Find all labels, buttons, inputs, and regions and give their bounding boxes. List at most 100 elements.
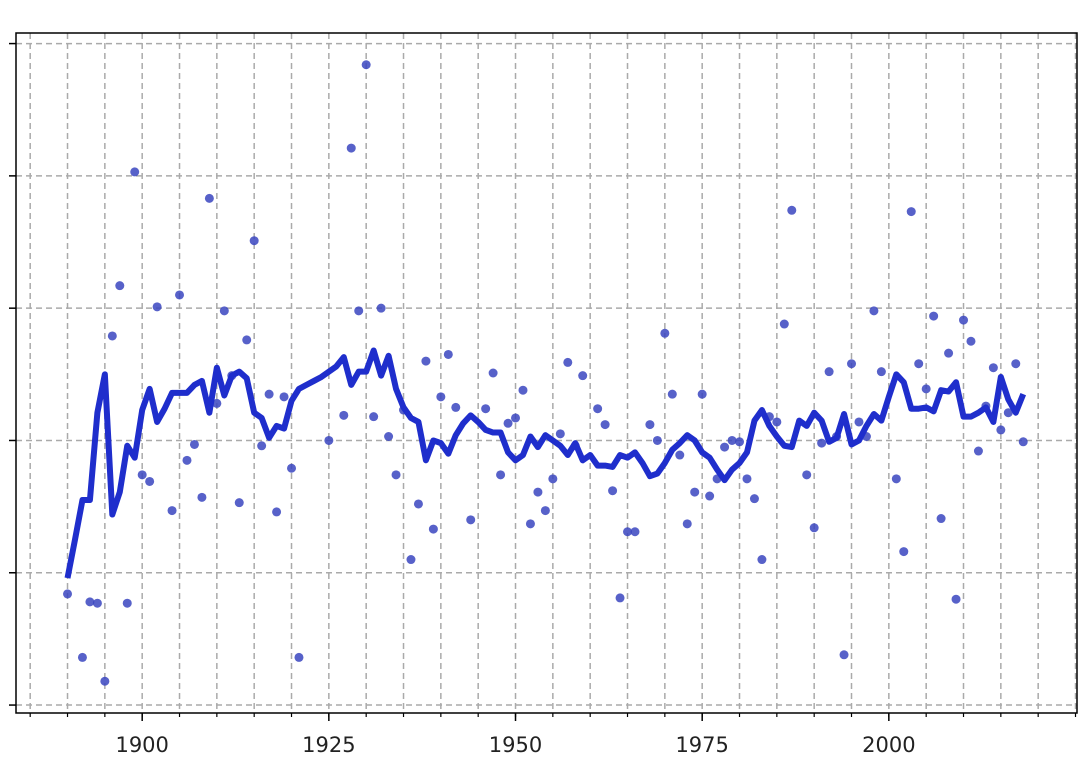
scatter-point [742,474,752,484]
scatter-point [600,420,610,430]
scatter-point [451,402,461,412]
scatter-point [152,302,162,312]
scatter-point [339,410,349,420]
scatter-point [966,336,976,346]
scatter-point [496,470,506,480]
scatter-point [921,384,931,394]
x-tick-label: 1925 [302,733,355,757]
scatter-point [92,598,102,608]
scatter-point [929,311,939,321]
scatter-point [1003,408,1013,418]
scatter-point [257,441,267,451]
scatter-point [361,60,371,70]
scatter-point [615,593,625,603]
scatter-point [242,335,252,345]
scatter-point [779,319,789,329]
scatter-point [906,207,916,217]
scatter-point [122,598,132,608]
scatter-point [406,555,416,565]
scatter-point [936,514,946,524]
scatter-point [593,404,603,414]
scatter-point [115,281,125,291]
scatter-point [988,363,998,373]
scatter-point [578,371,588,381]
scatter-point [660,328,670,338]
scatter-point [354,306,364,316]
scatter-point [85,597,95,607]
scatter-point [294,652,304,662]
scatter-point [391,470,401,480]
scatter-point [682,519,692,529]
scatter-point [749,494,759,504]
scatter-point [1011,359,1021,369]
scatter-point [324,435,334,445]
x-tick-label: 1975 [675,733,728,757]
x-tick-label: 1950 [489,733,542,757]
scatter-point [540,506,550,516]
scatter-point [772,417,782,427]
trend-line [64,347,1027,579]
scatter-point [802,470,812,480]
scatter-point [563,357,573,367]
scatter-point [443,349,453,359]
scatter-point [645,420,655,430]
scatter-point [137,470,147,480]
scatter-point [182,455,192,465]
scatter-point [346,143,356,153]
scatter-point [854,417,864,427]
scatter-point [817,438,827,448]
scatter-point [623,527,633,537]
scatter-point [839,650,849,660]
scatter-point [234,498,244,508]
scatter-point [466,515,476,525]
scatter-point [891,474,901,484]
scatter-point [481,404,491,414]
scatter-point [503,418,513,428]
scatter-point [787,205,797,215]
scatter-point [735,437,745,447]
scatter-point [973,446,983,456]
scatter-point [249,236,259,246]
scatter-point [899,547,909,557]
scatter-point [608,486,618,496]
scatter-point [384,432,394,442]
scatter-point [757,555,767,565]
scatter-point [555,429,565,439]
scatter-point [145,476,155,486]
scatter-point [287,463,297,473]
scatter-point [376,303,386,313]
scatter-point [272,507,282,517]
scatter-point [436,392,446,402]
scatter-point [824,367,834,377]
scatter-point [197,492,207,502]
scatter-point [876,367,886,377]
scatter-point [488,368,498,378]
scatter-point [727,435,737,445]
scatter-point [77,652,87,662]
scatter-point [100,676,110,686]
scatter-point [809,523,819,533]
scatter-point [369,412,379,422]
x-tick-label: 2000 [862,733,915,757]
scatter-point [130,167,140,177]
scatter-point [189,439,199,449]
scatter-point [667,389,677,399]
scatter-point [630,527,640,537]
scatter-point [107,331,117,341]
scatter-point [697,389,707,399]
scatter-point [175,290,185,300]
scatter-point [675,450,685,460]
scatter-point [204,193,214,203]
scatter-point [413,499,423,509]
scatter-point [167,506,177,516]
scatter-point [652,435,662,445]
scatter-point [720,442,730,452]
scatter-point [548,474,558,484]
scatter-point [996,425,1006,435]
scatter-point [518,385,528,395]
scatter-point [705,491,715,501]
scatter-point [690,487,700,497]
scatter-point [959,315,969,325]
